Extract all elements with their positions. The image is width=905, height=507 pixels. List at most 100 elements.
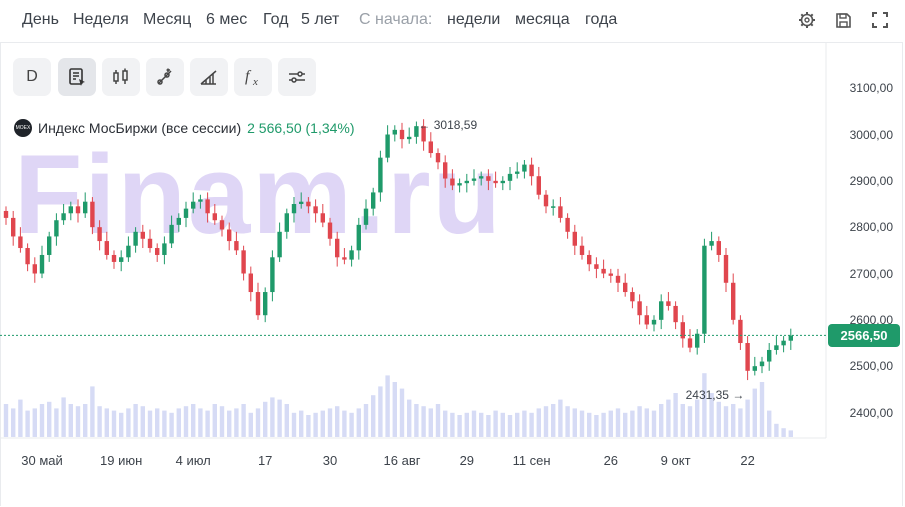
price-tick: 2900,00 <box>849 173 893 188</box>
candle-body <box>392 129 397 135</box>
volume-bar <box>205 410 210 437</box>
chart-type-button[interactable] <box>102 58 140 96</box>
since-month[interactable]: месяца <box>515 11 570 28</box>
volume-bar <box>162 410 167 437</box>
candle-body <box>385 134 390 158</box>
candle-body <box>666 301 671 306</box>
candle-body <box>234 241 239 251</box>
volume-bar <box>529 412 534 437</box>
volume-bar <box>594 415 599 437</box>
volume-bar <box>378 386 383 437</box>
candle-body <box>767 349 772 362</box>
candle-body <box>241 250 246 274</box>
volume-bar <box>284 404 289 437</box>
candle-body <box>191 201 196 209</box>
volume-bar <box>363 404 369 437</box>
volume-bar <box>644 408 649 437</box>
candle-body <box>673 305 678 323</box>
settings-tool-button[interactable] <box>278 58 316 96</box>
volume-bar <box>623 412 628 437</box>
volume-bar <box>83 404 88 437</box>
candle-body <box>644 315 649 325</box>
candle-body <box>284 213 289 232</box>
period-month[interactable]: Месяц <box>143 11 192 28</box>
candle-body <box>443 162 448 179</box>
volume-bar <box>479 412 484 437</box>
high-price-value: 3018,59 <box>433 117 478 132</box>
volume-bar <box>443 410 448 437</box>
chart-frame <box>0 42 903 506</box>
volume-bar <box>183 406 189 437</box>
candle-body <box>399 129 405 140</box>
candle-body <box>702 245 707 334</box>
volume-bar <box>147 410 153 437</box>
notes-icon <box>69 68 85 86</box>
volume-bar <box>587 412 592 437</box>
candle-body <box>687 338 693 348</box>
notes-button[interactable] <box>58 58 96 96</box>
since-year[interactable]: года <box>585 11 618 28</box>
volume-bar <box>119 412 124 437</box>
volume-bar <box>191 404 196 437</box>
candle-body <box>47 236 52 255</box>
candle-body <box>169 224 174 244</box>
candle-body <box>680 322 685 339</box>
volume-bar <box>133 404 138 437</box>
volume-bar <box>234 408 239 437</box>
volume-bar <box>687 406 693 437</box>
volume-bar <box>558 399 563 437</box>
gear-icon[interactable] <box>796 9 818 31</box>
volume-bar <box>493 410 498 437</box>
save-icon[interactable] <box>832 9 854 31</box>
period-week[interactable]: Неделя <box>73 11 129 28</box>
fullscreen-icon[interactable] <box>869 9 891 31</box>
volume-bar <box>342 410 347 437</box>
volume-bar <box>392 382 397 437</box>
candle-body <box>83 201 88 214</box>
price-tick: 3100,00 <box>849 81 893 96</box>
candle-body <box>32 264 37 274</box>
candle-body <box>601 268 606 274</box>
candle-body <box>716 241 721 255</box>
volume-bar <box>500 412 505 437</box>
interval-button[interactable]: D <box>13 58 51 96</box>
volume-bar <box>3 404 9 437</box>
period-6-months[interactable]: 6 мес <box>206 11 248 28</box>
period-5-years[interactable]: 5 лет <box>301 11 340 28</box>
volume-bar <box>630 410 635 437</box>
volume-bar <box>356 408 361 437</box>
candle-body <box>752 366 757 371</box>
volume-bar <box>320 410 325 437</box>
since-week[interactable]: недели <box>447 11 501 28</box>
candle-body <box>320 213 325 223</box>
volume-bar <box>428 408 433 437</box>
candle-body <box>723 254 729 283</box>
candle-body <box>464 180 469 184</box>
candle-body <box>90 201 95 228</box>
volume-bar <box>111 410 117 437</box>
volume-bar <box>615 408 621 437</box>
date-tick: 29 <box>459 453 475 468</box>
line-tool-button[interactable] <box>146 58 184 96</box>
volume-bar <box>702 373 707 437</box>
period-day[interactable]: День <box>22 11 59 28</box>
candle-body <box>371 192 376 209</box>
svg-text:f: f <box>245 68 252 85</box>
volume-bar <box>270 397 275 437</box>
volume-bar <box>709 393 714 437</box>
volume-bar <box>759 382 765 437</box>
candle-body <box>407 136 412 140</box>
candle-body <box>500 180 505 184</box>
candle-body <box>363 208 369 225</box>
volume-bar <box>176 408 181 437</box>
volume-bar <box>486 415 491 437</box>
legend-price-change: 2 566,50 (1,34%) <box>247 120 355 136</box>
date-tick: 19 июн <box>100 453 143 468</box>
ruler-tool-button[interactable] <box>190 58 228 96</box>
candle-body <box>183 208 189 218</box>
candle-body <box>421 126 426 142</box>
candle-body <box>630 292 635 302</box>
period-year[interactable]: Год <box>263 11 289 28</box>
